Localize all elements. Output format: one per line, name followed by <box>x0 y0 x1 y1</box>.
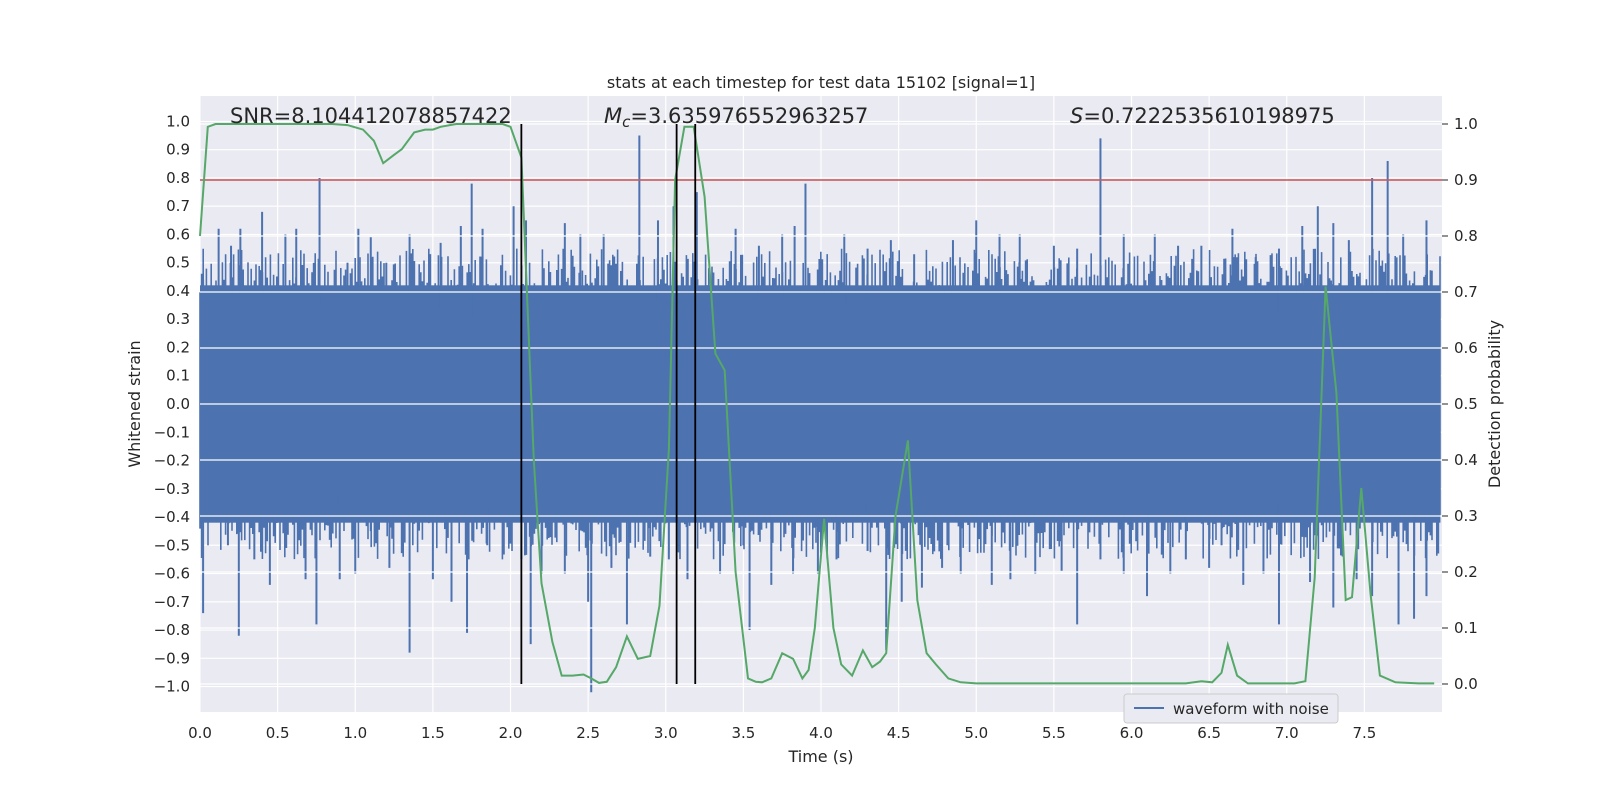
y-tick-label: 0.3 <box>166 310 190 328</box>
x-tick-label: 3.5 <box>731 724 755 742</box>
y-tick-label: −0.1 <box>154 423 190 441</box>
detection-probability-series <box>199 123 1435 685</box>
legend-box <box>1123 693 1339 724</box>
x-tick-label: 0.5 <box>266 724 290 742</box>
legend: waveform with noise <box>1123 693 1339 724</box>
y-tick-label: 0.6 <box>166 225 190 243</box>
waveform-series <box>199 135 1441 693</box>
y2-tick-label: 0.6 <box>1454 339 1478 357</box>
x-tick-label: 3.0 <box>654 724 678 742</box>
y-axis-label: Whitened strain <box>125 340 144 467</box>
y2-tick-label: 0.3 <box>1454 507 1478 525</box>
y-tick-label: 0.9 <box>166 141 190 159</box>
x-tick-label: 1.5 <box>421 724 445 742</box>
x-tick-label: 6.5 <box>1197 724 1221 742</box>
x-axis-label: Time (s) <box>787 747 853 766</box>
x-tick-label: 4.0 <box>809 724 833 742</box>
y-tick-label: −0.6 <box>154 565 190 583</box>
s-annotation: S=0.7222535610198975 <box>1070 104 1335 128</box>
y-tick-label: −0.5 <box>154 536 190 554</box>
chirp-mass-value: =3.635976552963257 <box>630 104 868 128</box>
y2-tick-label: 0.1 <box>1454 619 1478 637</box>
y-tick-label: 1.0 <box>166 112 190 130</box>
x-tick-label: 4.5 <box>887 724 911 742</box>
y-tick-label: −0.9 <box>154 649 190 667</box>
y-tick-label: 0.5 <box>166 254 190 272</box>
x-tick-label: 5.0 <box>964 724 988 742</box>
y2-axis-label: Detection probability <box>1485 320 1504 488</box>
y-tick-label: 0.8 <box>166 169 190 187</box>
y2-tick-label: 0.8 <box>1454 227 1478 245</box>
y-tick-label: −0.4 <box>154 508 190 526</box>
y2-tick-label: 0.9 <box>1454 171 1478 189</box>
chirp-mass-symbol: M <box>604 104 622 128</box>
x-tick-label: 2.5 <box>576 724 600 742</box>
y-tick-label: −1.0 <box>154 678 190 696</box>
right-axis-grid <box>200 123 1442 685</box>
y-tick-label: 0.0 <box>166 395 190 413</box>
x-tick-label: 1.0 <box>343 724 367 742</box>
y-tick-label: 0.7 <box>166 197 190 215</box>
legend-label: waveform with noise <box>1173 700 1329 718</box>
detection-probability-line <box>199 123 1435 685</box>
x-tick-label: 2.0 <box>499 724 523 742</box>
chirp-mass-subscript: c <box>622 113 631 131</box>
s-symbol: S <box>1070 104 1083 128</box>
snr-annotation: SNR=8.104412078857422 <box>230 104 512 128</box>
y2-axis-ticks: 1.0 0.9 0.8 0.7 0.6 0.5 0.4 0.3 0.2 0.1 0.0 <box>1442 115 1478 693</box>
x-tick-label: 5.5 <box>1042 724 1066 742</box>
y-tick-label: 0.2 <box>166 338 190 356</box>
x-tick-label: 6.0 <box>1120 724 1144 742</box>
event-markers <box>520 124 697 684</box>
y-tick-label: −0.3 <box>154 480 190 498</box>
x-axis-ticks: 0.0 0.5 1.0 1.5 2.0 2.5 3.0 3.5 4.0 4.5 5.0 5.5 6.0 6… <box>188 724 1376 742</box>
y2-tick-label: 0.0 <box>1454 675 1478 693</box>
y2-tick-label: 0.7 <box>1454 283 1478 301</box>
chirp-mass-annotation: Mc=3.635976552963257 <box>604 104 868 131</box>
y-tick-label: 0.4 <box>166 282 190 300</box>
y-tick-label: −0.8 <box>154 621 190 639</box>
y2-tick-label: 0.4 <box>1454 451 1478 469</box>
waveform-noise <box>199 248 1441 560</box>
s-value: =0.7222535610198975 <box>1083 104 1334 128</box>
y2-tick-label: 0.5 <box>1454 395 1478 413</box>
x-tick-label: 0.0 <box>188 724 212 742</box>
y-tick-label: −0.2 <box>154 452 190 470</box>
y-axis-ticks: 1.0 0.9 0.8 0.7 0.6 0.5 0.4 0.3 0.2 0.1 0.0 −0.1 −0.… <box>154 112 190 695</box>
x-tick-label: 7.0 <box>1275 724 1299 742</box>
y2-tick-label: 0.2 <box>1454 563 1478 581</box>
y-tick-label: 0.1 <box>166 367 190 385</box>
y2-tick-label: 1.0 <box>1454 115 1478 133</box>
y-tick-label: −0.7 <box>154 593 190 611</box>
x-tick-label: 7.5 <box>1352 724 1376 742</box>
chart-title: stats at each timestep for test data 151… <box>607 73 1035 92</box>
